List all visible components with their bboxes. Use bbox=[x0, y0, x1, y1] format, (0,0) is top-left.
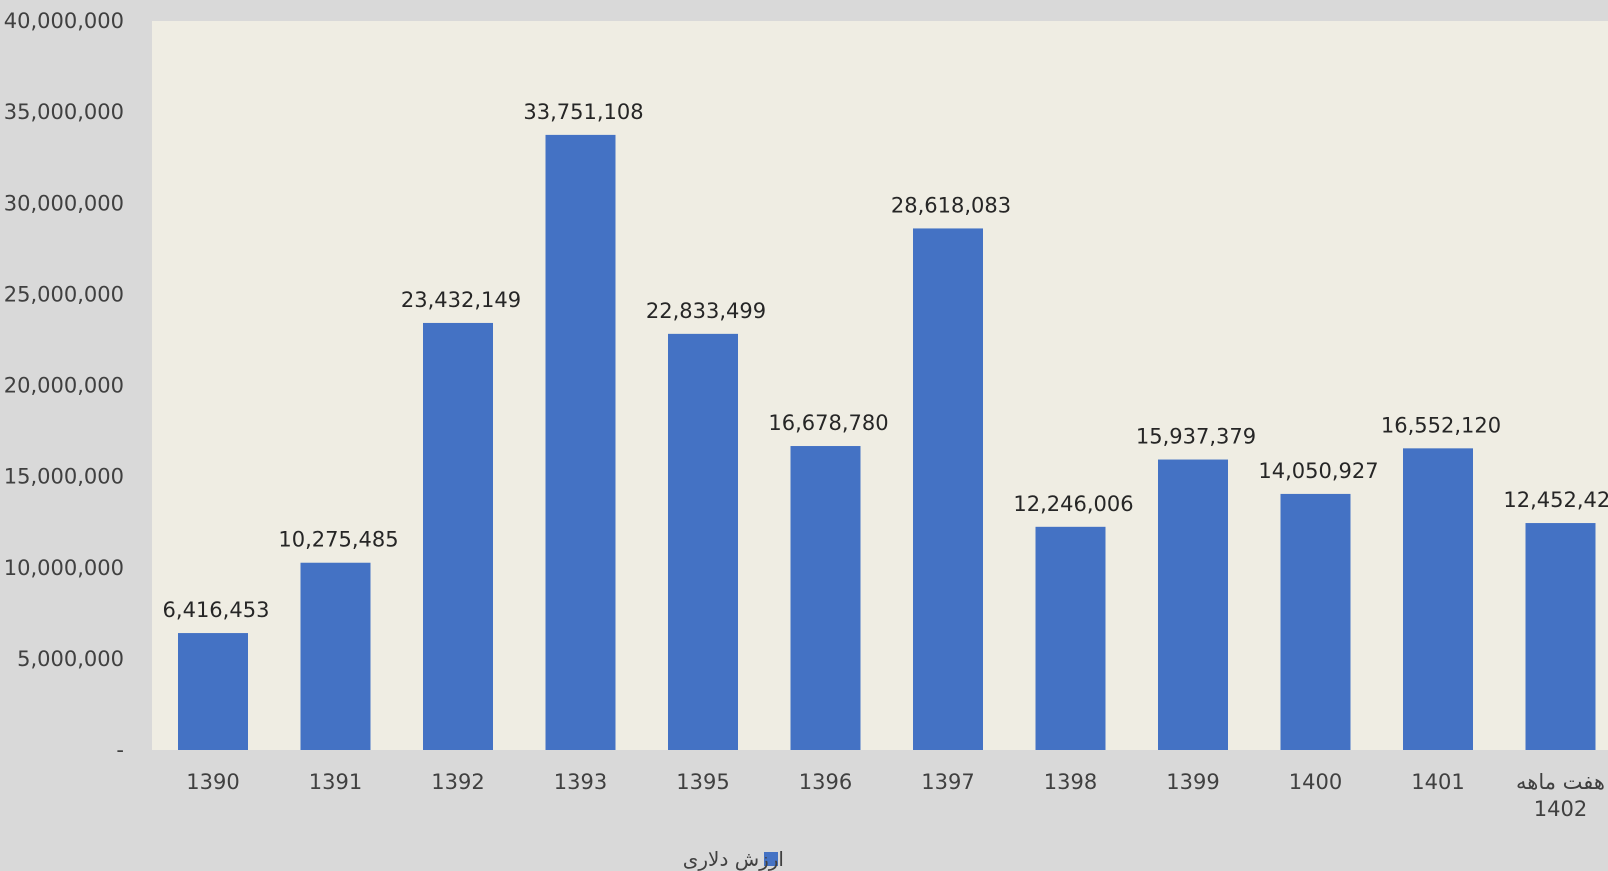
x-tick-label: 1393 bbox=[554, 770, 607, 794]
x-tick-line: 1402 bbox=[1534, 797, 1587, 821]
x-tick-label: 1398 bbox=[1044, 770, 1097, 794]
legend: ارزش دلاری bbox=[683, 847, 784, 871]
data-label: 22,833,499 bbox=[646, 299, 766, 323]
y-tick-label: - bbox=[116, 738, 124, 762]
data-label: 14,050,927 bbox=[1258, 459, 1378, 483]
x-tick-line: 1396 bbox=[799, 770, 852, 794]
data-label: 10,275,485 bbox=[278, 528, 398, 552]
bar bbox=[423, 322, 493, 750]
x-tick-label: 1395 bbox=[676, 770, 729, 794]
bar bbox=[1158, 459, 1228, 750]
x-tick-label: 1392 bbox=[431, 770, 484, 794]
x-tick-label: 1397 bbox=[921, 770, 974, 794]
bar bbox=[1280, 493, 1351, 750]
data-labels: 6,416,453 10,275,485 23,432,149 33,751,108 2… bbox=[163, 100, 1608, 622]
y-tick-label: 25,000,000 bbox=[4, 282, 124, 306]
data-label: 33,751,108 bbox=[523, 100, 643, 124]
bar bbox=[1035, 526, 1106, 750]
x-tick-label: 1401 bbox=[1411, 770, 1464, 794]
data-label: 6,416,453 bbox=[163, 598, 270, 622]
y-tick-label: 5,000,000 bbox=[17, 647, 124, 671]
bar bbox=[1525, 523, 1596, 750]
x-tick-label: 1399 bbox=[1166, 770, 1219, 794]
x-tick-label: 1391 bbox=[309, 770, 362, 794]
y-tick-label: 15,000,000 bbox=[4, 465, 124, 489]
bar bbox=[668, 333, 738, 750]
bar-series bbox=[178, 134, 1596, 751]
legend-label: ارزش دلاری bbox=[683, 847, 784, 871]
y-tick-label: 35,000,000 bbox=[4, 100, 124, 124]
data-label: 23,432,149 bbox=[401, 288, 521, 312]
y-tick-label: 10,000,000 bbox=[4, 556, 124, 580]
bar bbox=[300, 562, 371, 750]
data-label: 12,452,424 bbox=[1503, 488, 1608, 512]
data-label: 16,678,780 bbox=[768, 411, 888, 435]
x-tick-line: 1400 bbox=[1289, 770, 1342, 794]
x-tick-label: 1400 bbox=[1289, 770, 1342, 794]
x-tick-label: هفت ماهه 1402 bbox=[1516, 770, 1605, 821]
data-label: 28,618,083 bbox=[891, 193, 1011, 217]
bar bbox=[913, 228, 983, 751]
x-tick-line: 1393 bbox=[554, 770, 607, 794]
y-tick-label: 20,000,000 bbox=[4, 374, 124, 398]
y-axis: - 5,000,000 10,000,000 15,000,000 20,000,000… bbox=[4, 9, 124, 762]
x-tick-label: 1396 bbox=[799, 770, 852, 794]
x-tick-line: هفت ماهه bbox=[1516, 770, 1605, 794]
bar bbox=[1403, 448, 1473, 750]
data-label: 12,246,006 bbox=[1013, 492, 1133, 516]
x-tick-line: 1399 bbox=[1166, 770, 1219, 794]
x-tick-line: 1395 bbox=[676, 770, 729, 794]
y-tick-label: 40,000,000 bbox=[4, 9, 124, 33]
plot-area bbox=[152, 21, 1608, 750]
x-tick-line: 1398 bbox=[1044, 770, 1097, 794]
x-tick-line: 1401 bbox=[1411, 770, 1464, 794]
y-tick-label: 30,000,000 bbox=[4, 191, 124, 215]
bar bbox=[790, 446, 861, 750]
x-tick-line: 1390 bbox=[186, 770, 239, 794]
bar bbox=[545, 134, 616, 751]
x-tick-line: 1392 bbox=[431, 770, 484, 794]
data-label: 15,937,379 bbox=[1136, 425, 1256, 449]
bar bbox=[178, 633, 248, 750]
x-tick-line: 1391 bbox=[309, 770, 362, 794]
x-tick-line: 1397 bbox=[921, 770, 974, 794]
legend-swatch bbox=[764, 852, 778, 866]
data-label: 16,552,120 bbox=[1381, 413, 1501, 437]
x-axis: 1390 1391 1392 1393 1395 1396 1397 1398 1399 1400… bbox=[186, 770, 1605, 821]
x-tick-label: 1390 bbox=[186, 770, 239, 794]
